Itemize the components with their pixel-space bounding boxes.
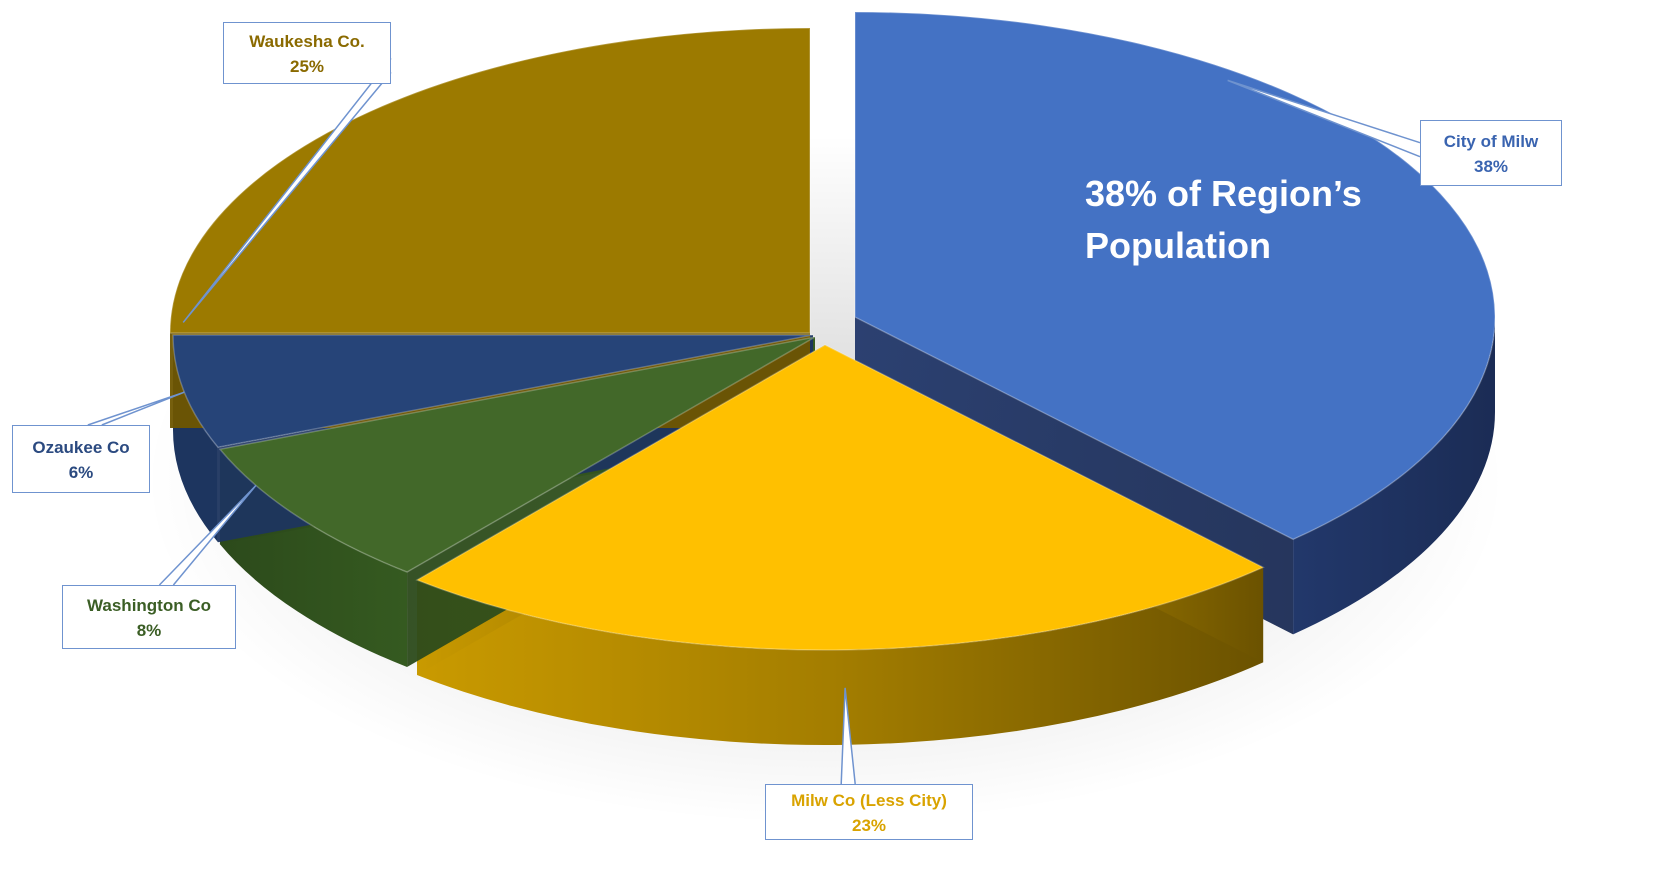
callout-name-waukesha-co: Waukesha Co.: [249, 32, 365, 51]
callout-value-waukesha-co: 25%: [289, 57, 325, 76]
callout-name-milw-co-less-city: Milw Co (Less City): [791, 791, 947, 810]
callout-value-milw-co-less-city: 23%: [851, 816, 887, 835]
leader-ozaukee-co: [87, 391, 185, 426]
callout-city-of-milw: City of Milw 38%: [1420, 120, 1562, 186]
callout-ozaukee-co: Ozaukee Co 6%: [12, 425, 150, 493]
pie-slice-city-of-milw: [854, 11, 1496, 541]
callout-washington-co: Washington Co 8%: [62, 585, 236, 649]
leader-waukesha-co: [182, 57, 392, 323]
chart-annotation: 38% of Region’s Population: [1085, 168, 1362, 272]
annotation-line-1: 38% of Region’s: [1085, 173, 1362, 214]
callout-waukesha-co: Waukesha Co. 25%: [223, 22, 391, 84]
pie-side-ozaukee-co: [173, 335, 218, 543]
pie-slice-waukesha-co: [169, 27, 811, 334]
annotation-line-2: Population: [1085, 225, 1271, 266]
callout-name-ozaukee-co: Ozaukee Co: [32, 438, 130, 457]
pie-slice-milw-co-less-city: [415, 344, 1265, 651]
callout-name-city-of-milw: City of Milw: [1443, 132, 1539, 151]
callout-milw-co-less-city: Milw Co (Less City) 23%: [765, 784, 973, 840]
leader-washington-co: [158, 484, 257, 586]
pie-slice-washington-co: [218, 336, 816, 573]
leader-city-of-milw: [1227, 79, 1421, 158]
pie-side-city-of-milw: [1293, 317, 1495, 635]
callout-value-washington-co: 8%: [136, 621, 162, 640]
callout-value-ozaukee-co: 6%: [68, 463, 94, 482]
pie-side-milw-co-less-city: [417, 567, 1264, 745]
callout-value-city-of-milw: 38%: [1473, 157, 1509, 176]
callout-name-washington-co: Washington Co: [86, 596, 211, 615]
leader-milw-co-less-city: [840, 687, 856, 785]
